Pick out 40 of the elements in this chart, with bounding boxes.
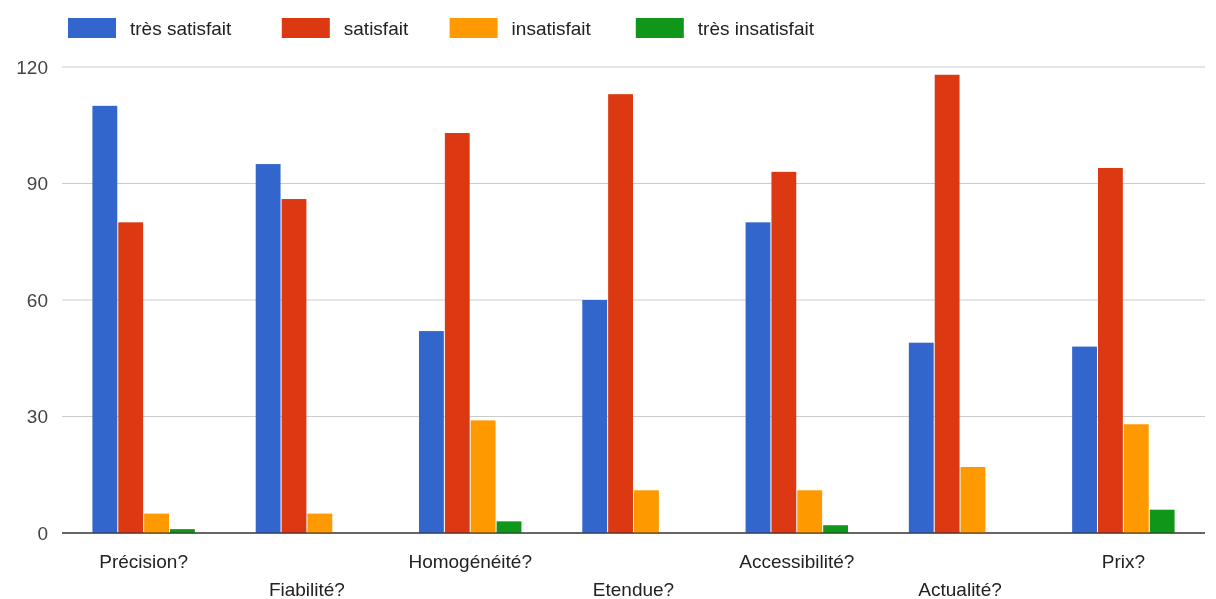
bar — [470, 420, 496, 533]
bar — [908, 342, 934, 533]
bar — [934, 74, 960, 533]
y-tick-label: 90 — [26, 173, 48, 195]
x-tick-label: Homogénéité? — [408, 551, 533, 572]
bar — [1072, 346, 1097, 533]
legend-label: satisfait — [343, 18, 409, 39]
bar — [771, 171, 797, 533]
legend-label: très satisfait — [130, 18, 233, 39]
x-tick-label: Précision? — [99, 551, 188, 572]
bar — [444, 133, 470, 533]
y-tick-label: 0 — [37, 522, 48, 544]
x-tick-label: Fiabilité? — [268, 579, 345, 599]
x-tick-label: Prix? — [1101, 551, 1146, 572]
y-tick-label: 60 — [26, 289, 48, 311]
x-tick-label: Etendue? — [592, 579, 675, 599]
bar — [1149, 509, 1175, 533]
legend-label: très insatisfait — [697, 18, 815, 39]
bar — [92, 105, 118, 533]
bar — [1123, 424, 1149, 533]
bar — [608, 94, 633, 533]
legend-label: insatisfait — [511, 18, 592, 39]
x-tick-label: Accessibilité? — [739, 551, 855, 572]
bar — [582, 300, 608, 533]
bar — [745, 222, 771, 533]
bar — [496, 521, 522, 533]
bar — [1098, 167, 1123, 533]
bar — [255, 164, 281, 533]
bar — [118, 222, 144, 533]
bar — [281, 199, 307, 533]
y-tick-label: 30 — [26, 406, 48, 428]
bar — [634, 490, 659, 533]
bar — [823, 525, 848, 533]
y-tick-label: 120 — [16, 56, 48, 78]
bar — [419, 331, 444, 533]
bar — [960, 466, 986, 533]
bar — [144, 513, 169, 533]
bar — [307, 513, 333, 533]
x-tick-label: Actualité? — [918, 579, 1002, 599]
bar — [797, 490, 823, 533]
